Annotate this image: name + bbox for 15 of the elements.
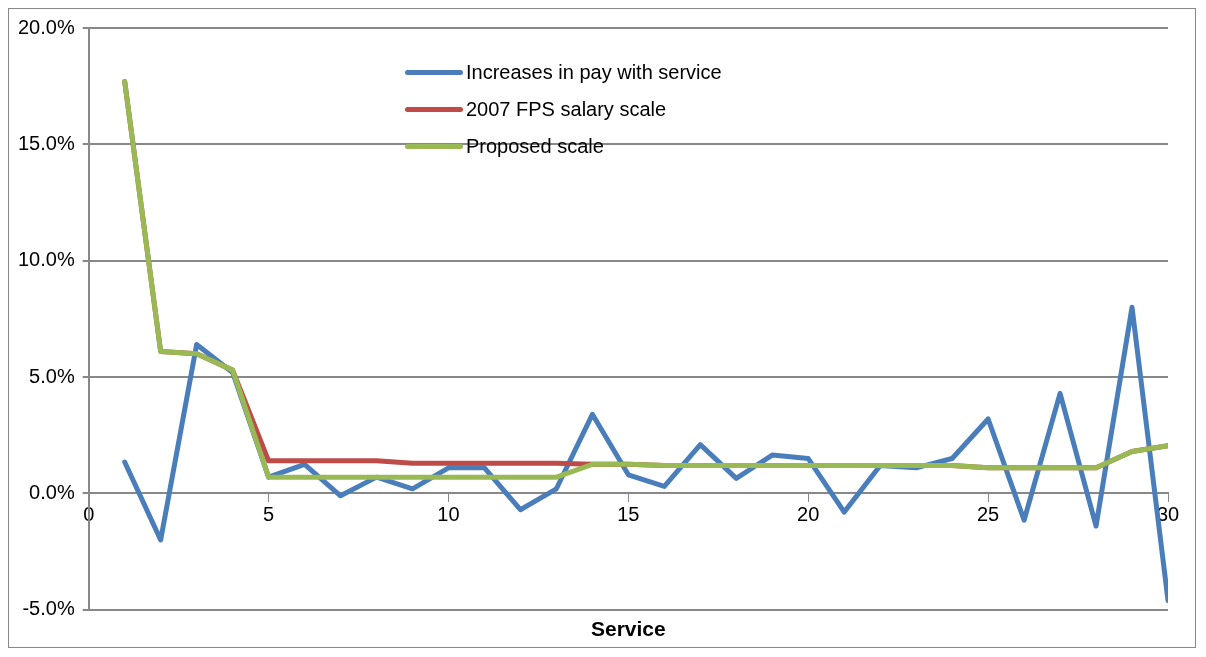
x-tick-label: 25	[976, 502, 1000, 525]
y-tick-label: 10.0%	[17, 248, 75, 271]
x-tick-label: 5	[263, 502, 275, 525]
y-tick-label: -5.0%	[22, 597, 75, 620]
legend-label: Increases in pay with service	[466, 61, 722, 84]
y-tick-label: 5.0%	[29, 364, 75, 387]
x-tick-label: 20	[797, 502, 820, 525]
legend-label: 2007 FPS salary scale	[466, 98, 667, 121]
y-tick-label: 15.0%	[17, 131, 75, 154]
x-tick-label: 10	[437, 502, 460, 525]
x-tick-label: 15	[617, 502, 640, 525]
y-tick-label: 20.0%	[17, 15, 75, 38]
y-tick-label: 0.0%	[29, 480, 75, 503]
x-axis-title: Service	[590, 617, 666, 641]
legend-label: Proposed scale	[466, 135, 604, 158]
